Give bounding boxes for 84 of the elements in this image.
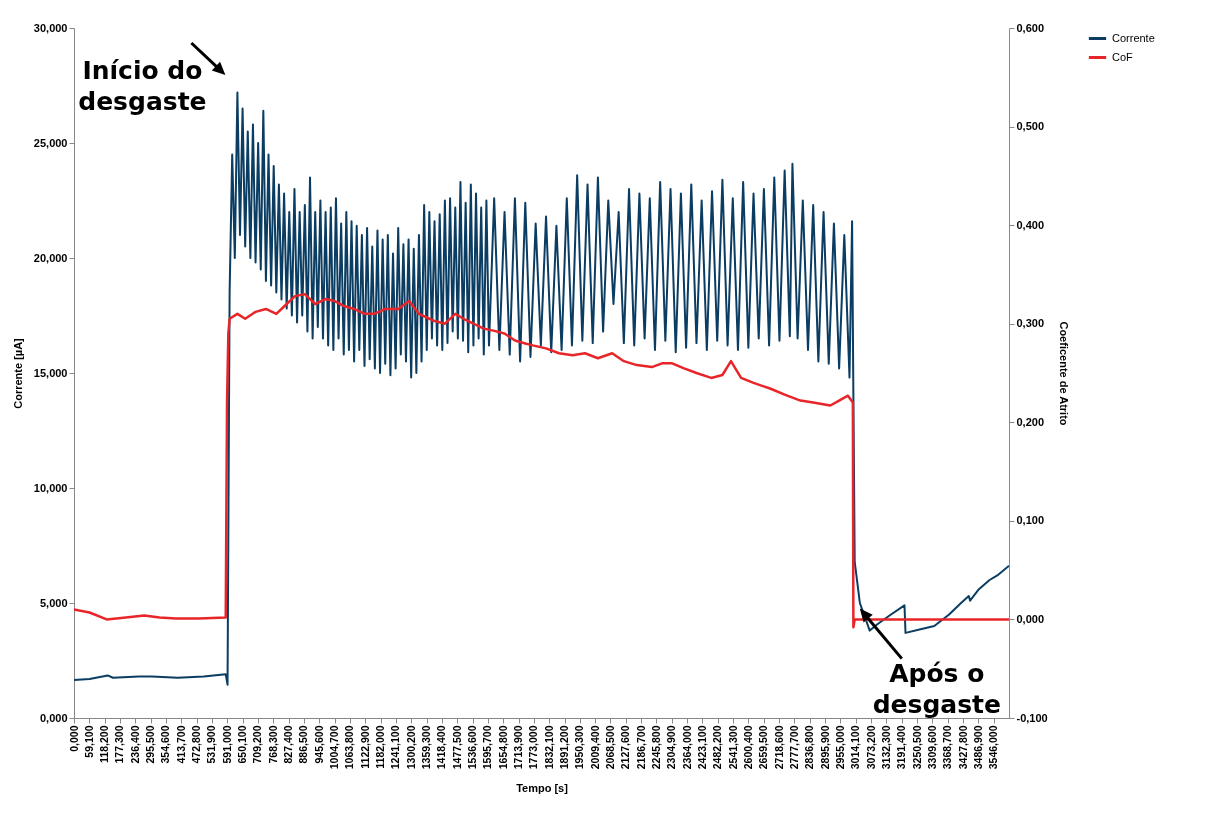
x-tick-label: 2364,000	[680, 725, 693, 770]
x-tick-label: 1241,100	[389, 725, 402, 770]
y2-tick-label: 0,400	[1016, 218, 1045, 231]
legend-label: CoF	[1112, 50, 1134, 63]
x-tick-label: 295,500	[144, 725, 157, 764]
x-tick-label: 2423,100	[695, 725, 708, 770]
x-tick-label: 3191,400	[895, 725, 908, 770]
x-tick-label: 236,400	[128, 725, 141, 764]
y2-tick-label: 0,000	[1016, 612, 1045, 625]
x-tick-label: 1773,000	[527, 725, 540, 770]
x-tick-label: 3486,900	[971, 725, 984, 770]
x-tick-label: 945,600	[312, 725, 325, 764]
x-tick-label: 2541,300	[726, 725, 739, 770]
y2-tick-label: 0,200	[1016, 415, 1045, 428]
x-tick-label: 1595,700	[481, 725, 494, 770]
y2-tick-label: -0,100	[1016, 711, 1048, 724]
x-tick-label: 59,100	[82, 725, 95, 758]
x-tick-label: 1004,700	[328, 725, 341, 770]
line-series	[74, 91, 1009, 686]
x-tick-label: 3368,700	[941, 725, 954, 770]
y-tick-label: 20,000	[33, 251, 68, 264]
x-tick-label: 1418,400	[435, 725, 448, 770]
x-tick-label: 2600,400	[741, 725, 754, 770]
x-tick-label: 1536,600	[466, 725, 479, 770]
x-tick-label: 2777,700	[787, 725, 800, 770]
line-series	[74, 292, 1009, 629]
y-axis-title: Corrente [µA]	[11, 337, 24, 409]
x-tick-label: 1300,200	[404, 725, 417, 770]
y-tick-label: 30,000	[33, 21, 68, 34]
x-tick-label: 472,800	[190, 725, 203, 764]
x-tick-label: 1950,300	[573, 725, 586, 770]
x-tick-label: 1182,000	[374, 725, 387, 769]
x-tick-label: 1359,300	[420, 725, 433, 770]
y2-tick-label: 0,600	[1016, 21, 1045, 34]
x-tick-label: 1122,900	[358, 725, 371, 769]
x-tick-label: 354,600	[159, 725, 172, 764]
x-tick-label: 413,700	[174, 725, 187, 764]
y2-axis-title: Coeficente de Atrito	[1057, 321, 1070, 426]
x-tick-label: 827,400	[282, 725, 295, 764]
x-tick-label: 886,500	[297, 725, 310, 764]
x-tick-label: 2009,400	[588, 725, 601, 770]
x-tick-label: 2068,500	[603, 725, 616, 770]
x-tick-label: 1477,500	[450, 725, 463, 770]
x-axis-title: Tempo [s]	[516, 782, 569, 795]
annotation: Início do desgaste	[78, 56, 207, 116]
y2-tick-label: 0,300	[1016, 317, 1045, 330]
y-tick-label: 0,000	[39, 711, 68, 724]
x-tick-label: 3132,300	[879, 725, 892, 770]
y-tick-label: 10,000	[33, 481, 68, 494]
x-tick-label: 2895,900	[818, 725, 831, 770]
x-tick-label: 709,200	[251, 725, 264, 764]
x-tick-label: 1063,800	[343, 725, 356, 770]
x-tick-label: 3427,800	[956, 725, 969, 770]
x-tick-label: 3250,500	[910, 725, 923, 770]
x-tick-label: 2955,000	[833, 725, 846, 770]
x-tick-label: 531,900	[205, 725, 218, 764]
x-tick-label: 2836,800	[803, 725, 816, 770]
x-tick-label: 2482,200	[711, 725, 724, 770]
y-tick-label: 25,000	[33, 136, 68, 149]
x-tick-label: 3014,100	[849, 725, 862, 770]
y-tick-label: 15,000	[33, 366, 68, 379]
x-tick-label: 177,300	[113, 725, 126, 764]
annotation: Após o desgaste	[872, 658, 1001, 719]
y2-tick-label: 0,100	[1016, 514, 1045, 527]
x-tick-label: 1654,800	[496, 725, 509, 770]
x-tick-label: 2127,600	[619, 725, 632, 770]
x-tick-label: 2245,800	[649, 725, 662, 770]
y-tick-label: 5,000	[39, 596, 68, 609]
x-tick-label: 1713,900	[512, 725, 525, 770]
x-tick-label: 591,000	[220, 725, 233, 764]
x-tick-label: 2186,700	[634, 725, 647, 770]
x-tick-label: 2304,900	[665, 725, 678, 770]
x-tick-label: 768,300	[266, 725, 279, 764]
x-tick-label: 3073,200	[864, 725, 877, 770]
x-tick-label: 3546,000	[987, 725, 1000, 770]
x-tick-label: 3309,600	[925, 725, 938, 770]
x-tick-label: 2718,600	[772, 725, 785, 770]
x-tick-label: 1891,200	[558, 725, 571, 770]
y2-tick-label: 0,500	[1016, 120, 1045, 133]
legend-label: Corrente	[1112, 31, 1155, 44]
x-tick-label: 2659,500	[757, 725, 770, 770]
x-tick-label: 650,100	[236, 725, 249, 764]
x-tick-label: 1832,100	[542, 725, 555, 770]
x-tick-label: 118,200	[98, 725, 111, 763]
